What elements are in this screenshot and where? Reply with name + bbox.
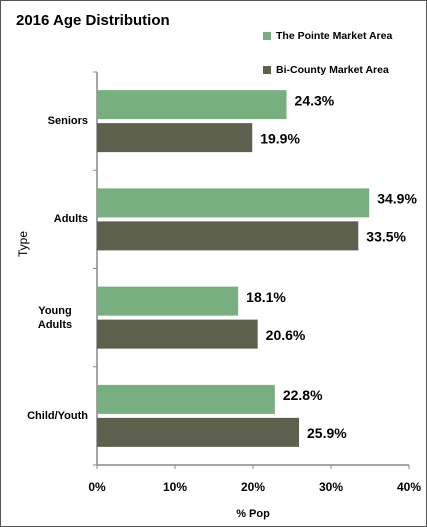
bar xyxy=(97,123,253,153)
data-label: 34.9% xyxy=(377,191,417,207)
x-axis-label: % Pop xyxy=(236,508,270,520)
y-tick-label: Seniors xyxy=(47,115,88,128)
legend-swatch xyxy=(263,66,271,74)
data-label: 25.9% xyxy=(307,425,347,441)
x-tick-label: 10% xyxy=(163,480,187,494)
data-label: 19.9% xyxy=(260,130,300,146)
x-tick-label: 40% xyxy=(397,480,421,494)
x-tick-label: 30% xyxy=(319,480,343,494)
chart-title: 2016 Age Distribution xyxy=(16,12,170,29)
y-tick-label: Child/Youth xyxy=(27,409,88,422)
data-label: 22.8% xyxy=(283,387,323,403)
bar xyxy=(97,286,239,316)
x-tick-label: 0% xyxy=(88,480,106,494)
y-axis-label: Type xyxy=(16,231,30,257)
bar xyxy=(97,221,359,251)
bar xyxy=(97,384,275,414)
x-tick-label: 20% xyxy=(241,480,265,494)
bar xyxy=(97,90,287,120)
legend-label: Bi-County Market Area xyxy=(276,64,389,76)
bar xyxy=(97,188,370,218)
y-tick-label: Adults xyxy=(53,213,88,226)
data-label: 20.6% xyxy=(266,327,306,343)
legend-label: The Pointe Market Area xyxy=(276,30,392,42)
legend-swatch xyxy=(263,32,271,40)
data-label: 18.1% xyxy=(246,289,286,305)
data-label: 24.3% xyxy=(295,92,335,108)
bar xyxy=(97,417,300,447)
y-tick-label: Young Adults xyxy=(37,304,73,331)
bar xyxy=(97,319,258,349)
data-label: 33.5% xyxy=(366,229,406,245)
